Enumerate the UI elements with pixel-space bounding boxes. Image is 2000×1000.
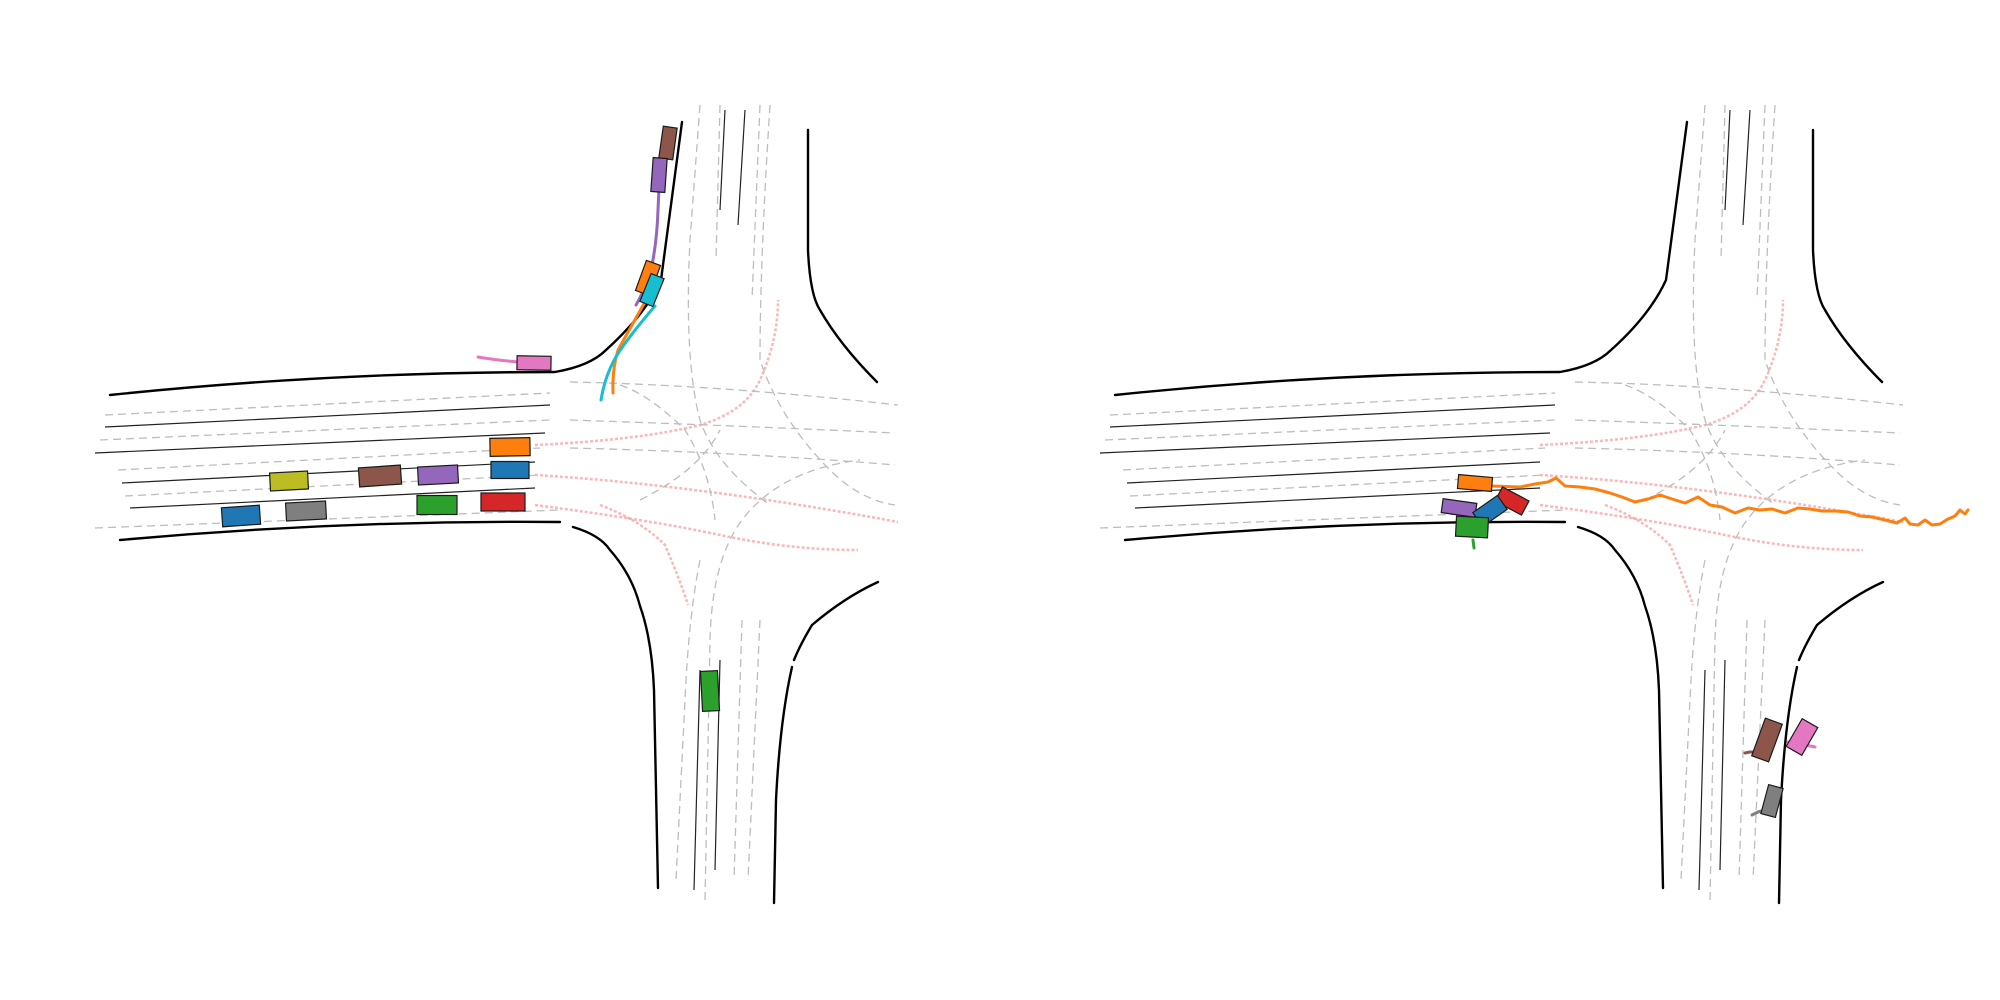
lane-divider-dashed <box>1709 459 1866 901</box>
panel-right <box>1099 104 1970 905</box>
lane-divider-dashed <box>747 619 761 881</box>
lane-divider-dashed <box>1624 384 1721 521</box>
lane-divider-solid <box>1724 109 1731 211</box>
lane-divider-solid <box>1134 487 1541 509</box>
vehicle-gray <box>284 500 328 522</box>
lane-divider-dashed <box>639 429 721 501</box>
lane-divider-dashed <box>104 392 551 416</box>
planned-route <box>599 503 690 606</box>
vehicle-purple <box>650 156 668 194</box>
lane-divider-dashed <box>1764 104 1901 506</box>
lane-divider-solid <box>1126 461 1541 484</box>
trajectory-cyan <box>599 304 657 402</box>
lane-divider-dashed <box>1109 392 1556 416</box>
lane-divider-dashed <box>1692 104 1776 506</box>
vehicle-brown <box>357 464 403 488</box>
trajectory-orange <box>1490 476 1970 527</box>
road-edge <box>1811 128 1884 384</box>
road-edge <box>571 525 660 890</box>
lane-divider-dashed <box>1574 381 1904 406</box>
vehicle-orange <box>489 437 531 457</box>
vehicle-green <box>1454 515 1490 539</box>
lane-divider-solid <box>1109 404 1556 428</box>
vehicle-pink <box>516 355 552 371</box>
lane-divider-solid <box>1099 432 1551 454</box>
vehicle-red <box>480 492 526 512</box>
road-edge <box>108 120 684 397</box>
lane-divider-dashed <box>124 474 541 497</box>
road-edge <box>1576 525 1665 890</box>
planned-route <box>534 503 859 552</box>
vehicle-green <box>416 494 458 516</box>
vehicle-blue <box>490 460 530 480</box>
vehicle-cyan <box>639 272 665 308</box>
lane-divider-dashed <box>675 559 701 881</box>
vehicle-brown <box>1750 717 1784 763</box>
vehicle-orange <box>1456 473 1494 493</box>
road-edge <box>118 520 562 542</box>
vehicle-purple <box>1440 498 1478 518</box>
road-edge <box>1777 665 1799 905</box>
lane-divider-dashed <box>117 447 541 471</box>
road-map <box>94 104 899 905</box>
lane-divider-dashed <box>619 384 716 521</box>
planned-route <box>1539 299 1785 447</box>
lane-divider-dashed <box>569 447 896 466</box>
lane-divider-dashed <box>759 104 896 506</box>
lane-divider-solid <box>1719 659 1726 871</box>
vehicle-gray <box>1760 783 1784 819</box>
lane-divider-dashed <box>733 619 743 881</box>
lane-divider-dashed <box>569 419 896 434</box>
road-edge <box>792 580 880 662</box>
road-edge <box>806 128 879 384</box>
lane-divider-dashed <box>1129 474 1546 497</box>
road-edge <box>1113 120 1689 397</box>
lane-divider-solid <box>121 461 536 484</box>
planned-route <box>1539 503 1864 552</box>
lane-divider-solid <box>719 109 726 211</box>
panel-left <box>94 104 899 905</box>
road-edge <box>1797 580 1885 662</box>
lane-divider-dashed <box>1720 104 1726 261</box>
lane-divider-solid <box>104 404 551 428</box>
lane-divider-solid <box>693 669 701 891</box>
vehicle-blue <box>220 504 262 528</box>
road-map <box>1099 104 1904 905</box>
lane-divider-dashed <box>704 459 861 901</box>
lane-divider-solid <box>94 432 546 454</box>
lane-divider-dashed <box>1104 419 1556 441</box>
lane-divider-solid <box>1698 669 1706 891</box>
agents-layer <box>1440 473 1970 819</box>
trajectory-pink <box>476 355 520 364</box>
lane-divider-dashed <box>1644 429 1726 501</box>
lane-divider-dashed <box>1574 419 1901 434</box>
trajectory-green <box>1471 538 1476 550</box>
road-edge <box>772 665 794 905</box>
vehicle-red <box>1494 486 1530 516</box>
lane-divider-solid <box>129 487 536 509</box>
lane-divider-dashed <box>687 104 771 506</box>
lane-divider-dashed <box>715 104 721 261</box>
lane-divider-dashed <box>751 104 761 301</box>
lane-divider-dashed <box>569 381 899 406</box>
road-edge <box>1123 520 1567 542</box>
vehicle-olive <box>268 470 310 492</box>
lane-divider-dashed <box>1680 559 1706 881</box>
lane-divider-dashed <box>1756 104 1766 301</box>
trajectory-orange <box>611 291 652 395</box>
lane-divider-solid <box>737 109 746 226</box>
lane-divider-dashed <box>1738 619 1748 881</box>
vehicle-green <box>699 669 721 713</box>
lane-divider-dashed <box>1122 447 1546 471</box>
agents-layer <box>220 125 721 713</box>
planned-route <box>1604 503 1695 606</box>
lane-divider-dashed <box>99 419 551 441</box>
lane-divider-solid <box>1742 109 1751 226</box>
vehicle-purple <box>416 464 460 486</box>
planned-route <box>534 299 780 447</box>
lane-divider-dashed <box>1574 447 1901 466</box>
vehicle-pink <box>1785 717 1819 757</box>
vehicle-brown <box>658 125 678 161</box>
